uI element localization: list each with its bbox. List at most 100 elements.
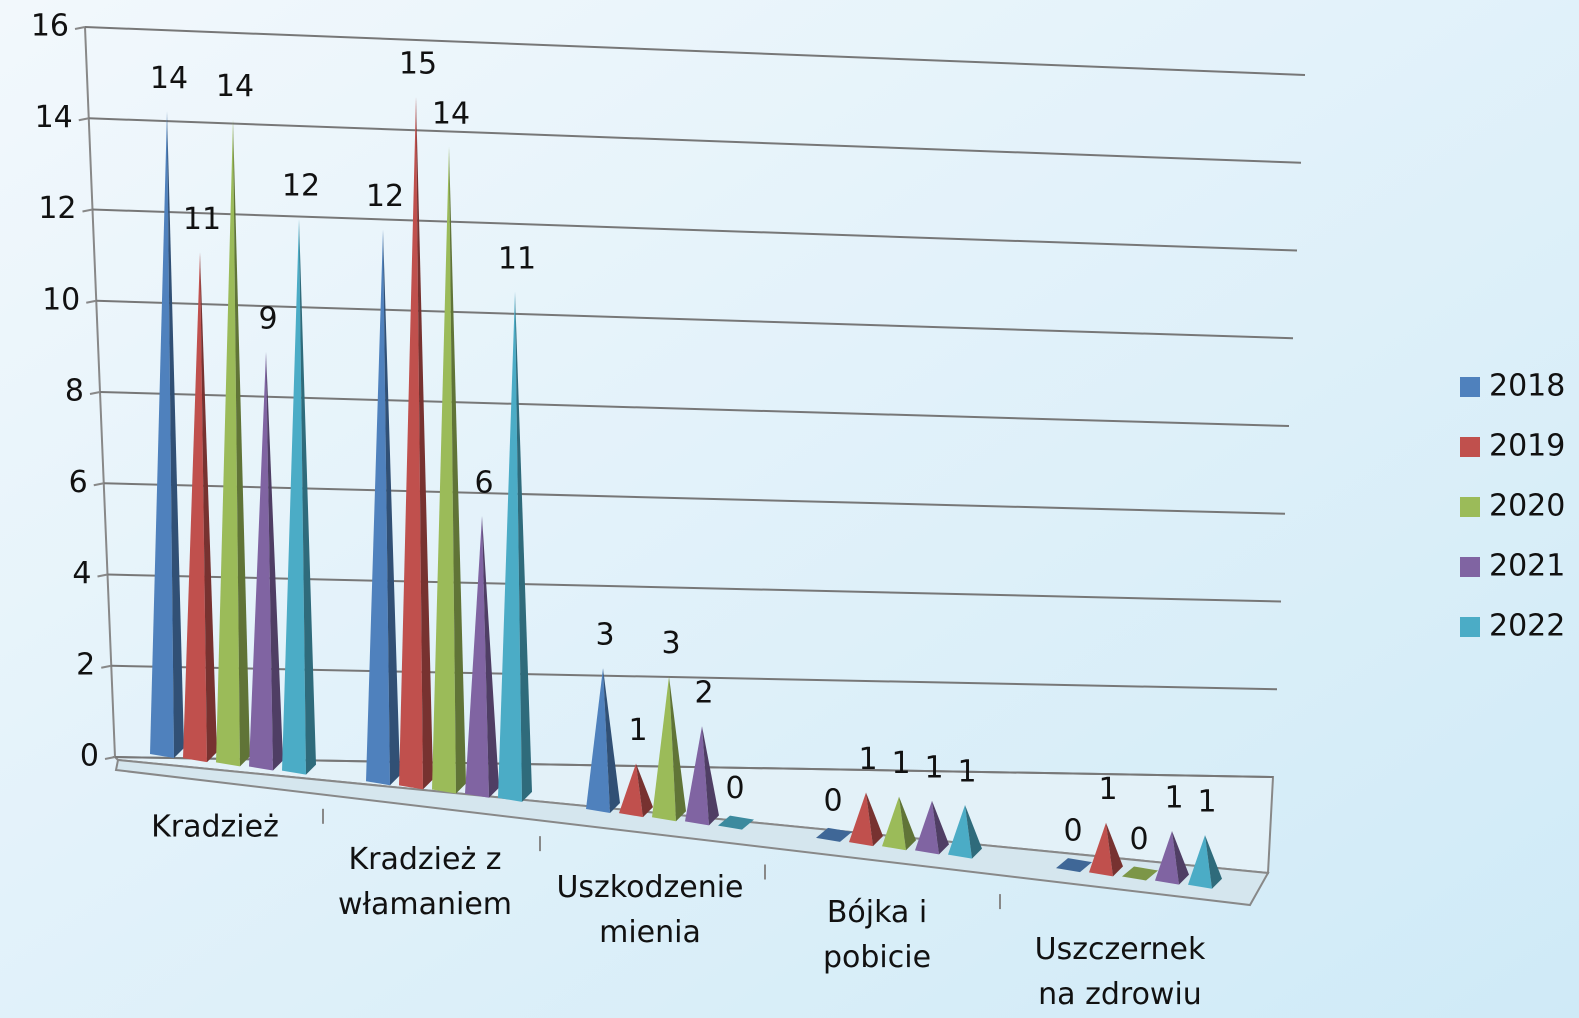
legend-label: 2020 — [1489, 489, 1565, 524]
y-tick — [104, 756, 116, 760]
pyramid-front — [465, 515, 489, 798]
pyramid-side — [167, 111, 184, 759]
pyramid-front — [1188, 835, 1212, 889]
x-tick-label: Kradzież z włamaniem — [338, 842, 512, 922]
floor-edge — [114, 758, 1270, 907]
data-label: 1 — [957, 754, 976, 789]
pyramid-side — [449, 146, 466, 794]
pyramid-side — [603, 668, 620, 813]
data-label: 0 — [725, 771, 744, 806]
pyramid — [652, 676, 686, 822]
y-tick — [78, 117, 89, 122]
pyramid-front — [216, 119, 240, 767]
y-tick — [82, 208, 93, 213]
data-label: 11 — [183, 202, 221, 237]
data-label: 0 — [823, 783, 842, 818]
pyramid-front — [183, 252, 207, 763]
pyramid-side — [233, 119, 250, 767]
x-tick-label: Uszkodzenie mienia — [556, 870, 743, 950]
pyramid — [432, 146, 466, 794]
y-tick — [74, 26, 86, 30]
grid-line — [84, 26, 1306, 76]
pyramid — [915, 800, 949, 855]
pyramid — [216, 119, 250, 767]
pyramid-front — [685, 726, 709, 826]
pyramid-front — [619, 763, 643, 818]
pyramid-front — [150, 111, 174, 759]
y-tick-label: 0 — [80, 739, 99, 774]
x-tick-label: Uszczernek na zdrowiu — [1035, 932, 1206, 1012]
pyramid — [1056, 858, 1092, 873]
y-tick-label: 2 — [76, 647, 95, 682]
data-label: 6 — [474, 465, 493, 500]
legend-swatch — [1460, 497, 1480, 517]
data-label: 2 — [694, 676, 713, 711]
data-label: 1 — [1197, 785, 1216, 820]
pyramid-base — [718, 815, 754, 830]
pyramid-side — [1106, 822, 1123, 877]
data-label: 12 — [282, 169, 320, 204]
pyramid-side — [669, 676, 686, 822]
y-tick — [93, 482, 104, 487]
y-tick-label: 4 — [72, 556, 91, 591]
legend-label: 2021 — [1489, 549, 1565, 584]
legend-label: 2019 — [1489, 429, 1565, 464]
y-tick-label: 10 — [42, 282, 80, 317]
pyramid-base — [816, 827, 852, 842]
pyramid — [249, 351, 283, 771]
data-label: 14 — [216, 69, 254, 104]
pyramid-side — [965, 804, 982, 859]
data-label: 1 — [1164, 781, 1183, 816]
legend-swatch — [1460, 377, 1480, 397]
data-label: 15 — [399, 47, 437, 82]
pyramid-front — [1089, 822, 1113, 877]
pyramid-base — [1122, 866, 1158, 881]
pyramid-front — [498, 291, 522, 802]
pyramid-side — [299, 219, 316, 775]
data-label: 1 — [858, 742, 877, 777]
pyramid-side — [636, 763, 653, 818]
pyramid-front — [366, 229, 390, 786]
pyramid-front — [948, 804, 972, 859]
legend-label: 2018 — [1489, 369, 1565, 404]
pyramid — [619, 763, 653, 818]
pyramid — [399, 97, 433, 790]
pyramid — [882, 796, 916, 851]
pyramid-side — [1172, 831, 1189, 885]
y-tick-label: 14 — [35, 100, 73, 135]
pyramid-side — [515, 291, 532, 802]
legend-label: 2022 — [1489, 609, 1565, 644]
legend-swatch — [1460, 557, 1480, 577]
data-label: 14 — [150, 61, 188, 96]
pyramid-side — [899, 796, 916, 851]
pyramid-front — [282, 219, 306, 775]
y-tick-label: 6 — [69, 465, 88, 500]
pyramid — [498, 291, 532, 802]
y-tick-label: 12 — [38, 191, 76, 226]
pyramid — [282, 219, 316, 775]
x-tick-label: Kradzież — [151, 810, 279, 845]
x-tick-label: Bójka i pobicie — [823, 895, 931, 975]
pyramid — [366, 229, 400, 786]
pyramid — [1188, 835, 1222, 889]
pyramid-side — [866, 792, 883, 847]
pyramid-side — [383, 229, 400, 786]
data-label: 9 — [258, 301, 277, 336]
pyramid-base — [1056, 858, 1092, 873]
pyramid — [150, 111, 184, 759]
pyramid — [816, 827, 852, 842]
grid-line — [96, 299, 1294, 340]
data-label: 1 — [1098, 772, 1117, 807]
pyramid-front — [586, 668, 610, 813]
pyramid-front — [652, 676, 676, 822]
data-label: 1 — [628, 713, 647, 748]
pyramid-side — [416, 97, 433, 790]
legend-swatch — [1460, 617, 1480, 637]
pyramid-side — [702, 726, 719, 826]
pyramid — [183, 252, 217, 763]
data-label: 12 — [366, 179, 404, 214]
pyramid-side — [932, 800, 949, 855]
pyramid-side — [1205, 835, 1222, 889]
data-label: 14 — [432, 96, 470, 131]
